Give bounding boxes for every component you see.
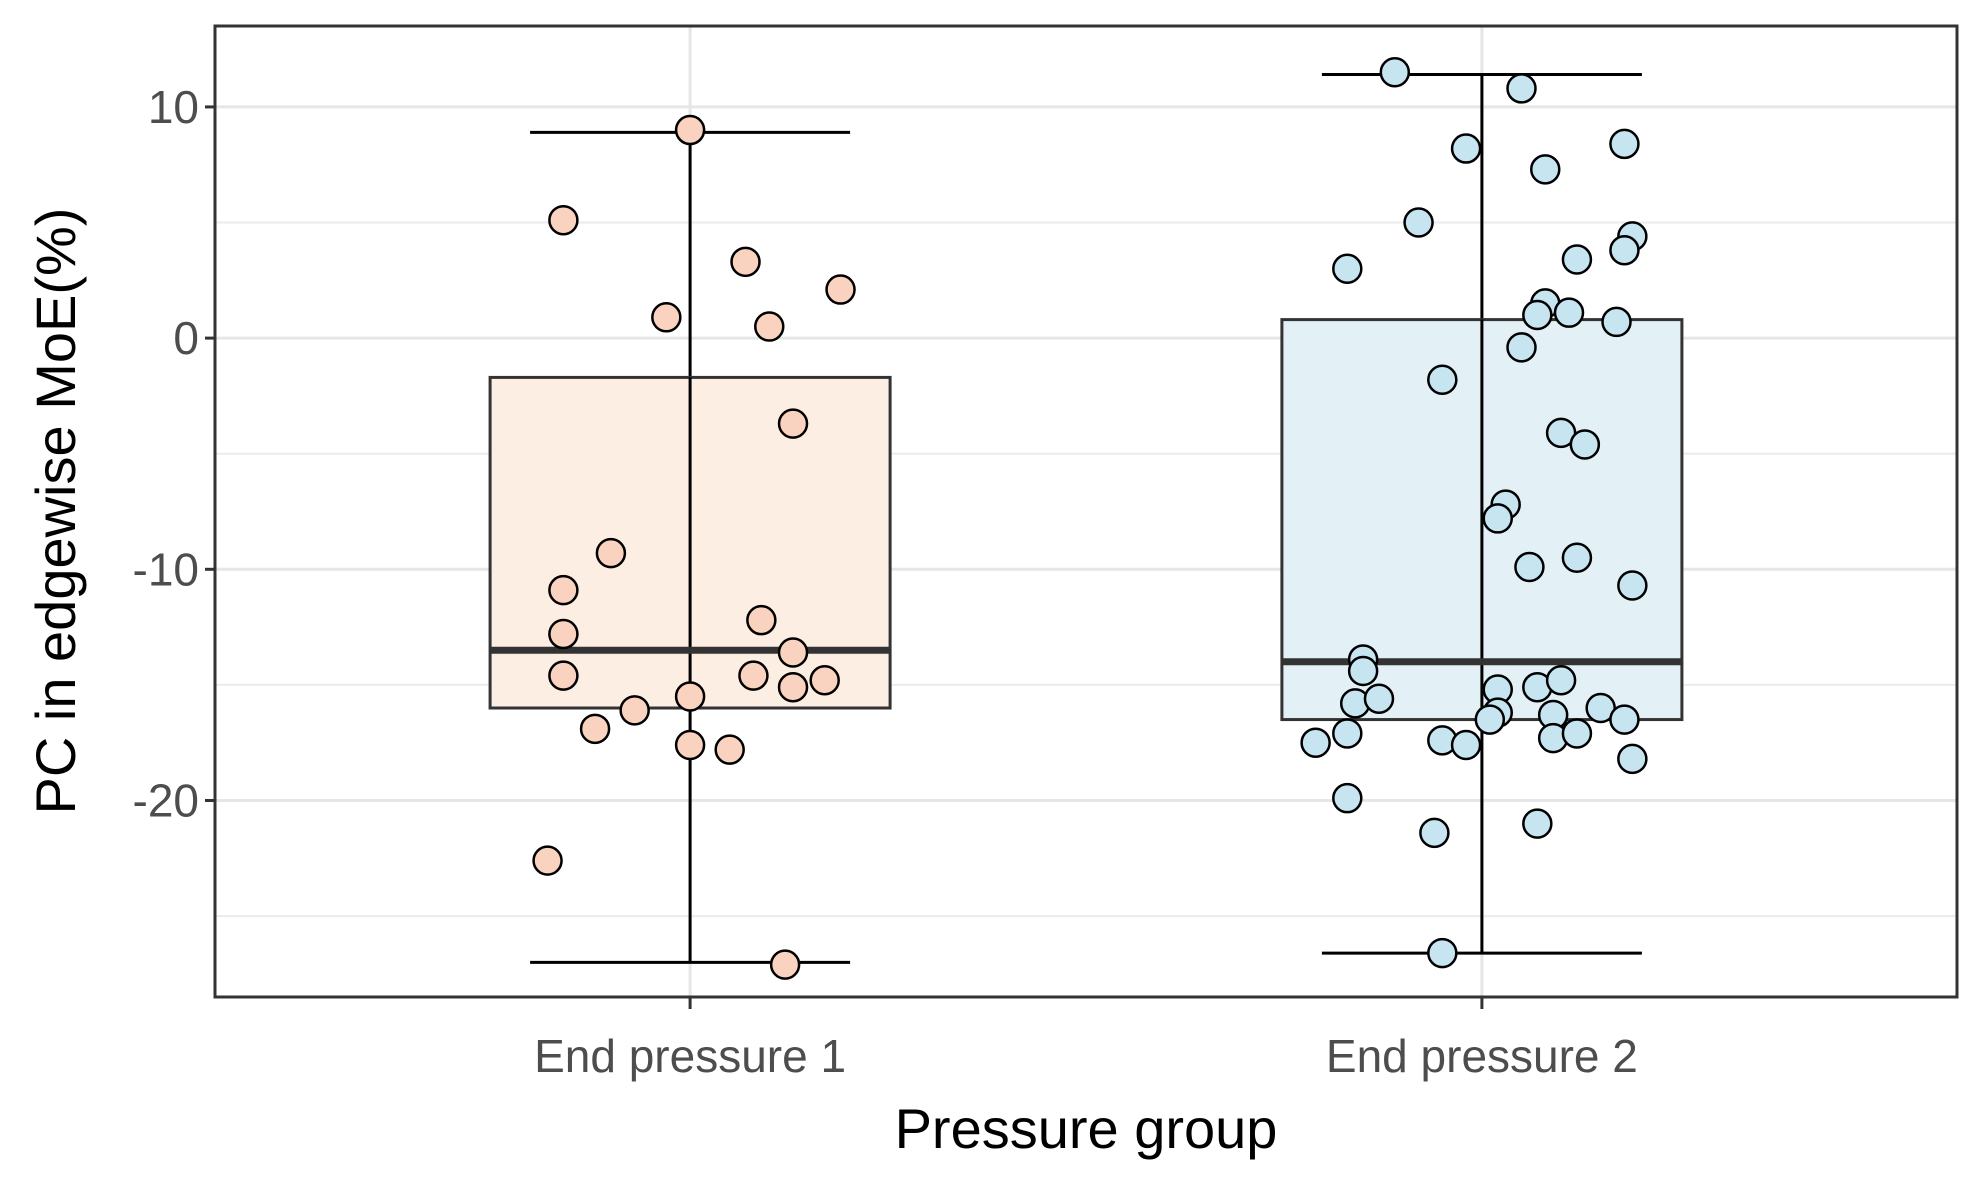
data-point xyxy=(1617,743,1648,775)
data-point xyxy=(1450,133,1482,164)
data-point xyxy=(1569,429,1601,460)
data-point xyxy=(1427,937,1458,969)
data-point xyxy=(1506,332,1537,363)
data-point xyxy=(674,681,706,712)
data-point xyxy=(738,660,769,691)
data-point xyxy=(1403,207,1434,238)
data-point xyxy=(1332,782,1363,814)
data-point xyxy=(1609,128,1640,160)
x-tick-label: End pressure 1 xyxy=(534,1030,846,1082)
data-point xyxy=(1332,253,1363,284)
data-point xyxy=(1363,683,1395,715)
data-point xyxy=(1474,704,1506,735)
data-point xyxy=(730,246,761,278)
x-axis-title: Pressure group xyxy=(895,1097,1278,1160)
y-tick-label: -10 xyxy=(133,543,199,595)
data-point xyxy=(532,845,563,876)
data-point xyxy=(1561,244,1593,275)
data-point xyxy=(1450,729,1482,761)
data-point xyxy=(1522,299,1553,331)
data-point xyxy=(754,311,785,342)
data-point xyxy=(1609,235,1640,266)
data-point xyxy=(1601,306,1632,338)
plot-panel-border xyxy=(213,24,1959,999)
data-point xyxy=(651,302,682,333)
data-point xyxy=(595,537,627,569)
data-point xyxy=(1545,665,1577,696)
data-point xyxy=(1379,56,1411,88)
data-points xyxy=(532,56,1648,980)
data-point xyxy=(619,695,650,726)
data-point xyxy=(777,671,809,703)
data-point xyxy=(746,604,777,636)
y-tick-label: 0 xyxy=(173,312,199,364)
data-point xyxy=(1300,727,1331,758)
data-point xyxy=(1561,718,1593,749)
data-point xyxy=(769,949,801,980)
y-tick-label: -20 xyxy=(133,774,199,826)
y-tick-label: 10 xyxy=(148,81,199,133)
data-point xyxy=(809,665,840,696)
data-point xyxy=(579,713,611,745)
data-point xyxy=(714,734,745,765)
axes: 10 0 -10 -20 End pressure 1 End pressure 2 xyxy=(133,81,1638,1082)
data-point xyxy=(674,729,706,761)
data-point xyxy=(548,660,579,691)
data-point xyxy=(777,408,809,439)
y-axis-title: PC in edgewise MoE(%) xyxy=(24,208,87,815)
x-tick-label: End pressure 2 xyxy=(1326,1030,1638,1082)
data-point xyxy=(548,618,579,650)
data-point xyxy=(777,637,809,668)
data-point xyxy=(548,204,579,236)
data-point xyxy=(1609,704,1640,735)
data-point xyxy=(1347,655,1379,687)
data-point xyxy=(1506,73,1537,104)
data-point xyxy=(1553,297,1585,328)
data-point xyxy=(1530,154,1561,185)
plot-panel-background xyxy=(215,26,1957,997)
data-point xyxy=(1419,817,1450,849)
data-point xyxy=(1427,364,1458,395)
data-point xyxy=(825,274,856,305)
data-point xyxy=(1561,542,1593,573)
data-point xyxy=(1482,503,1513,534)
box-group xyxy=(1280,73,1684,955)
data-point xyxy=(548,574,579,606)
data-point xyxy=(674,114,706,146)
data-point xyxy=(1522,808,1553,839)
data-point xyxy=(1617,570,1648,601)
data-point xyxy=(1332,718,1363,749)
data-point xyxy=(1514,551,1545,583)
